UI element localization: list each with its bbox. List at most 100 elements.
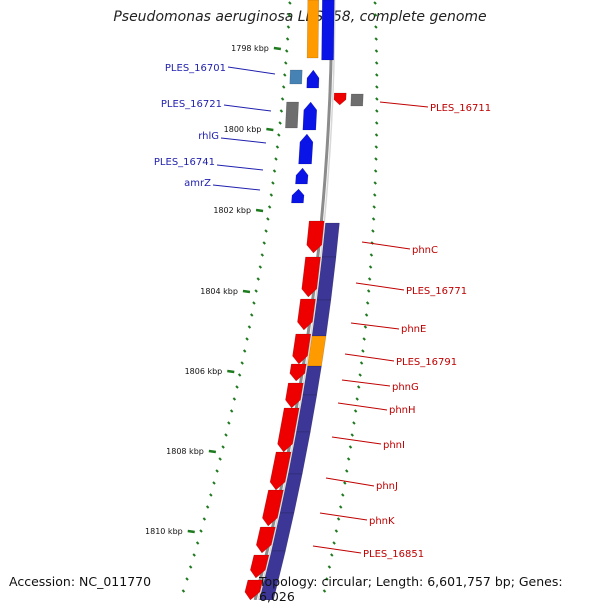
- gene-label-PLES_16851: PLES_16851: [363, 549, 424, 560]
- gene-label-phnC: phnC: [412, 245, 438, 256]
- minor-tick-right: [355, 397, 359, 401]
- tick-marks: 1798 kbp 1800 kbp 1802 kbp 1804 kbp 1806 kbp…: [145, 1, 379, 593]
- minor-tick-left: [266, 217, 270, 221]
- minor-tick-right: [348, 445, 353, 449]
- kbp-tick-label: 1810 kbp: [145, 527, 183, 536]
- minor-tick-left: [242, 349, 247, 353]
- gene-label-PLES_16741: PLES_16741: [154, 157, 215, 168]
- gene-label-leader: [312, 545, 362, 554]
- backbone-highlight: [257, 0, 336, 600]
- minor-tick-right: [366, 289, 371, 293]
- minor-tick-right: [375, 97, 379, 101]
- kbp-tick: [242, 289, 251, 294]
- minor-tick-right: [361, 349, 365, 353]
- gene-label-leader: [355, 282, 405, 291]
- minor-tick-left: [279, 109, 284, 113]
- gene-label-PLES_16721: PLES_16721: [161, 99, 222, 110]
- minor-tick-right: [358, 373, 362, 377]
- minor-tick-left: [286, 25, 291, 29]
- gene-arrow-forward: [298, 133, 314, 165]
- gene-label-leader: [361, 241, 411, 250]
- minor-tick-right: [363, 325, 368, 329]
- minor-tick-left: [269, 193, 274, 197]
- kbp-tick: [273, 46, 282, 51]
- gene-block-purple: [316, 256, 337, 301]
- gene-arrow-reverse: [277, 407, 300, 453]
- minor-tick-right: [364, 313, 369, 317]
- minor-tick-left: [281, 85, 286, 89]
- minor-tick-left: [272, 169, 277, 173]
- minor-tick-right: [374, 49, 379, 53]
- gene-block-purple: [321, 222, 340, 258]
- gene-arrow-forward: [302, 101, 318, 131]
- gene-label-leader: [331, 436, 382, 445]
- minor-tick-left: [185, 577, 189, 581]
- minor-tick-right: [356, 385, 361, 389]
- minor-tick-left: [274, 157, 278, 161]
- gene-label-phnJ: phnJ: [376, 481, 398, 492]
- minor-tick-left: [260, 253, 264, 257]
- minor-tick-right: [325, 577, 329, 581]
- minor-tick-left: [258, 265, 263, 269]
- accession-text: Accession: NC_011770: [9, 574, 152, 589]
- gene-label-phnE: phnE: [401, 324, 426, 335]
- gene-labels: PLES_16701 PLES_16721 rhlG PLES_16741 amrZ PL…: [154, 63, 491, 560]
- gene-block-gray: [350, 93, 364, 107]
- minor-tick-left: [224, 433, 228, 437]
- minor-tick-right: [371, 229, 375, 233]
- minor-tick-right: [346, 457, 351, 461]
- gene-block-orange: [307, 335, 327, 367]
- kbp-tick: [187, 529, 195, 534]
- minor-tick-left: [195, 541, 200, 545]
- minor-tick-left: [188, 565, 193, 569]
- minor-tick-right: [374, 37, 378, 41]
- minor-tick-left: [264, 229, 268, 233]
- map-title: Pseudomonas aeruginosa LESB58, complete …: [113, 9, 487, 25]
- minor-tick-left: [280, 97, 285, 101]
- minor-tick-left: [284, 61, 288, 65]
- minor-tick-left: [212, 481, 216, 485]
- minor-tick-left: [285, 49, 289, 53]
- gene-block-purple: [287, 431, 311, 475]
- minor-tick-right: [332, 541, 336, 545]
- gene-label-phnG: phnG: [392, 382, 419, 393]
- gene-arrow-forward: [306, 69, 320, 89]
- minor-tick-right: [338, 505, 343, 509]
- minor-tick-left: [283, 73, 287, 77]
- minor-tick-left: [215, 469, 219, 473]
- gene-label-leader: [337, 402, 388, 411]
- minor-tick-left: [218, 457, 222, 461]
- kbp-tick: [266, 127, 274, 132]
- gene-block-blue: [321, 0, 335, 61]
- gene-label-leader: [350, 322, 400, 330]
- kbp-tick-label: 1800 kbp: [224, 125, 262, 134]
- minor-tick-left: [199, 529, 203, 533]
- minor-tick-left: [181, 589, 186, 593]
- minor-tick-left: [209, 493, 213, 497]
- minor-tick-right: [365, 301, 370, 305]
- minor-tick-left: [229, 409, 234, 413]
- gene-arrow-reverse: [289, 363, 307, 382]
- minor-tick-left: [202, 517, 207, 521]
- minor-tick-right: [375, 109, 379, 113]
- minor-tick-left: [287, 13, 291, 17]
- minor-tick-right: [373, 193, 377, 197]
- minor-tick-left: [267, 205, 272, 209]
- gene-block-purple: [279, 473, 303, 514]
- gene-label-phnI: phnI: [383, 440, 405, 451]
- minor-tick-left: [278, 121, 282, 125]
- minor-tick-right: [375, 73, 379, 77]
- gene-label-leader: [216, 164, 264, 171]
- gene-label-leader: [227, 66, 276, 75]
- minor-tick-left: [240, 361, 244, 365]
- gene-label-leader: [325, 477, 375, 487]
- gene-label-phnK: phnK: [369, 516, 395, 527]
- gene-arrow-reverse: [297, 298, 316, 331]
- gene-arrow-reverse: [255, 526, 276, 554]
- minor-tick-right: [373, 181, 377, 185]
- minor-tick-right: [374, 157, 378, 161]
- minor-tick-left: [192, 553, 196, 557]
- minor-tick-right: [322, 589, 327, 593]
- minor-tick-right: [369, 253, 374, 257]
- gene-features: [244, 0, 364, 600]
